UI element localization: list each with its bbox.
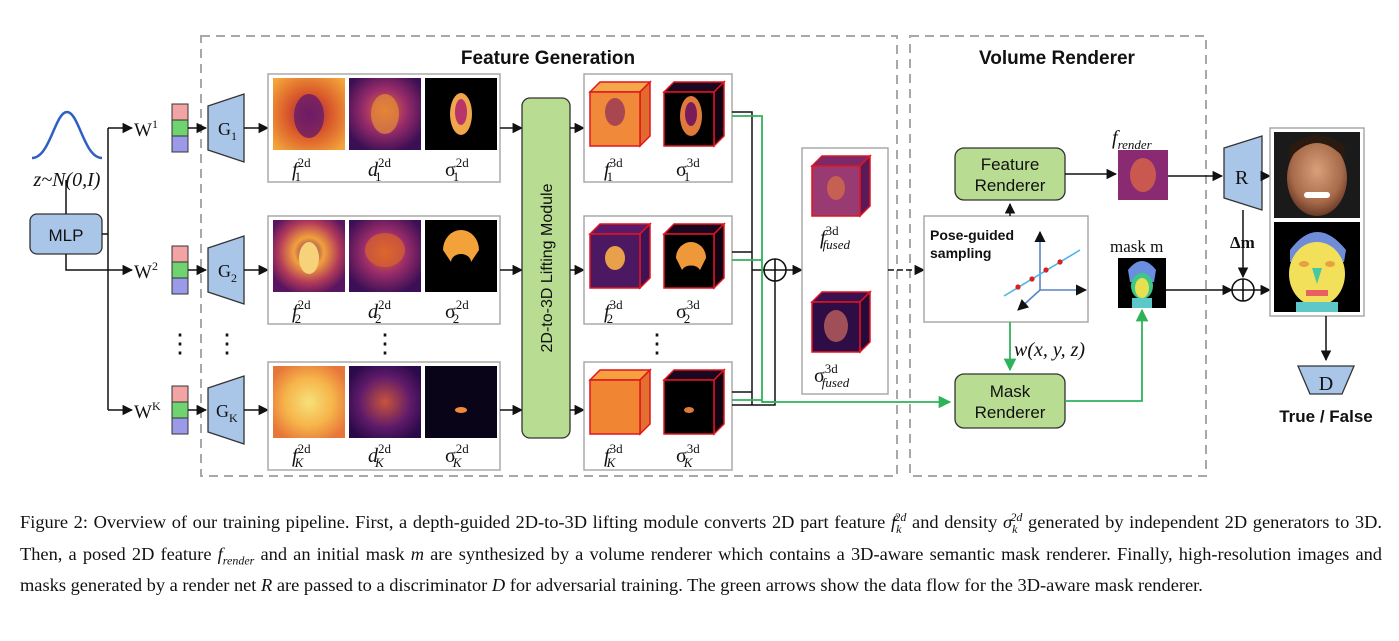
branch1-2d-panel — [267, 73, 501, 183]
lifting-module-box — [521, 97, 571, 439]
branch2-2d-labels: f2d 2 d2d 2 σ2d 2 — [292, 297, 469, 326]
render-net-label: R — [1235, 167, 1249, 189]
feature-volume-cube — [588, 222, 652, 290]
svg-text:G2: G2 — [218, 261, 237, 285]
fused-density-cube — [810, 290, 872, 354]
branch2-3d-labels: f3d 2 σ3d 2 — [604, 297, 700, 326]
feature-map-image — [273, 366, 345, 438]
density-volume-cube — [662, 222, 726, 290]
volume-renderer-title: Volume Renderer — [979, 48, 1136, 69]
output-true-false: True / False — [1279, 407, 1373, 426]
mask-m-label: mask m — [1110, 237, 1163, 256]
pose-sampling-label: Pose-guided — [930, 227, 1014, 243]
branchk-2d-labels: f2d K d2d K σ2d K — [292, 441, 469, 470]
branchk-3d-panel — [583, 361, 733, 471]
render-net-r — [1223, 135, 1263, 211]
w2-token-stack — [171, 245, 189, 295]
density-map-image — [425, 366, 497, 438]
branchk-3d-labels: f3d K σ3d K — [604, 441, 700, 470]
mask-renderer-label: Mask — [990, 382, 1031, 401]
branch1-2d-labels: f2d 1 d2d 1 σ2d 1 — [292, 155, 469, 184]
wk-token-stack — [171, 385, 189, 435]
mask-renderer-label: Renderer — [975, 403, 1046, 422]
wk-label: WK — [134, 399, 161, 423]
w2-label: W2 — [134, 259, 158, 283]
branch2-3d-panel — [583, 215, 733, 325]
feature-generation-title: Feature Generation — [461, 48, 635, 69]
output-face-image — [1274, 132, 1360, 218]
output-mask-image — [1274, 222, 1360, 312]
w1-token-stack — [171, 103, 189, 153]
gaussian-curve-icon — [31, 110, 103, 160]
figure-caption: Figure 2: Overview of our training pipel… — [20, 510, 1382, 596]
ellipsis-dots: ⋮ — [167, 329, 193, 358]
w1-label: W1 — [134, 117, 158, 141]
pose-sampling-label: sampling — [930, 245, 991, 261]
volume-renderer-frame — [909, 35, 1207, 477]
sampling-axes-icon — [1003, 230, 1088, 311]
branch2-2d-panel — [267, 215, 501, 325]
feature-renderer-label: Renderer — [975, 176, 1046, 195]
branch1-3d-panel — [583, 73, 733, 183]
depth-map-image — [349, 366, 421, 438]
mlp-label: MLP — [49, 226, 84, 245]
feature-volume-cube — [588, 368, 652, 436]
branchk-2d-panel — [267, 361, 501, 471]
ellipsis-dots: ⋮ — [372, 329, 398, 358]
feature-volume-cube — [588, 80, 652, 148]
generator-g2: G2 — [207, 235, 245, 305]
ellipsis-dots: ⋮ — [644, 329, 670, 358]
fused-density-label: σ3d fused — [814, 361, 850, 390]
weight-function-label: w(x, y, z) — [1014, 339, 1085, 361]
density-volume-cube — [662, 80, 726, 148]
f-render-label: frender — [1112, 127, 1153, 152]
svg-text:G1: G1 — [218, 119, 237, 143]
fused-panel: f3d fused σ3d fused — [801, 147, 889, 395]
generator-g1: G1 — [207, 93, 245, 163]
fused-feature-cube — [810, 154, 872, 218]
discriminator-d — [1297, 365, 1355, 395]
pose-sampling-box — [923, 215, 1089, 323]
delta-m-label: Δm — [1230, 233, 1255, 252]
pipeline-diagram: Feature Generation Volume Renderer z~N(0… — [29, 35, 1373, 477]
ellipsis-dots: ⋮ — [214, 329, 240, 358]
lifting-module-label: 2D-to-3D Lifting Module — [539, 183, 556, 352]
branch1-3d-labels: f3d 1 σ3d 1 — [604, 155, 700, 184]
density-volume-cube — [662, 368, 726, 436]
generator-gk: GK — [207, 375, 245, 445]
fused-feature-label: f3d fused — [820, 223, 851, 252]
feature-generation-frame — [200, 35, 898, 477]
mask-m-image — [1118, 258, 1166, 308]
feature-renderer-label: Feature — [981, 155, 1040, 174]
svg-text:GK: GK — [216, 401, 238, 425]
discriminator-label: D — [1319, 373, 1333, 395]
